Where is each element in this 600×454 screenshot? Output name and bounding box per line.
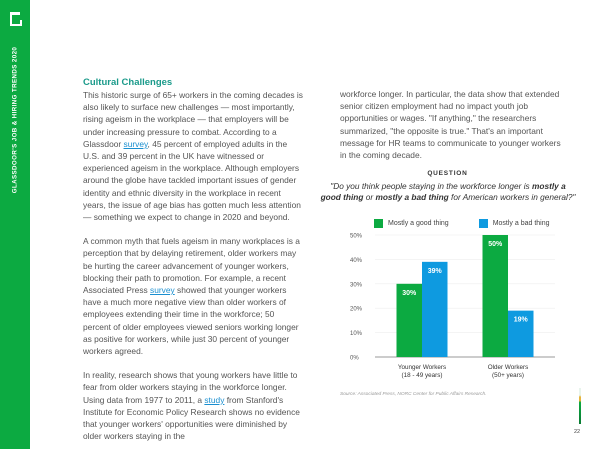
paragraph-2: A common myth that fuels ageism in many … xyxy=(83,235,303,357)
data-label: 30% xyxy=(402,290,417,297)
bar xyxy=(482,235,508,357)
sidebar-title: GLASSDOOR'S JOB & HIRING TRENDS 2020 xyxy=(11,46,19,194)
legend-label: Mostly a good thing xyxy=(388,220,449,227)
question-label: QUESTION xyxy=(427,170,468,177)
text: In reality, research shows that young wo… xyxy=(83,370,298,405)
legend-item-bad: Mostly a bad thing xyxy=(478,219,550,228)
x-category-label: (18 - 49 years) xyxy=(402,372,443,379)
decorative-gradient-bar xyxy=(579,388,581,424)
ap-survey-link[interactable]: survey xyxy=(150,285,175,296)
y-tick-label: 20% xyxy=(350,307,363,313)
sidebar: GLASSDOOR'S JOB & HIRING TRENDS 2020 xyxy=(0,0,30,449)
left-column: Cultural Challenges This historic surge … xyxy=(83,76,303,454)
page-number: 22 xyxy=(574,429,581,435)
paragraph-1: This historic surge of 65+ workers in th… xyxy=(83,89,303,223)
y-tick-label: 30% xyxy=(350,282,363,288)
bar xyxy=(422,261,448,357)
study-link[interactable]: study xyxy=(204,394,225,405)
legend-swatch xyxy=(478,219,488,228)
right-column: workforce longer. In particular, the dat… xyxy=(340,88,565,173)
legend-item-good: Mostly a good thing xyxy=(374,219,449,228)
paragraph-4: workforce longer. In particular, the dat… xyxy=(340,89,561,161)
text: from Stanford's Institute for Economic P… xyxy=(83,394,300,442)
bar xyxy=(396,283,422,357)
x-category-label: Older Workers xyxy=(488,364,528,371)
chart-legend: Mostly a good thing Mostly a bad thing xyxy=(374,219,550,228)
text: "Do you think people staying in the work… xyxy=(330,181,533,191)
source-note: Source: Associated Press, NORC Center fo… xyxy=(340,392,487,397)
data-label: 50% xyxy=(488,241,503,248)
x-category-label: Younger Workers xyxy=(398,364,446,371)
survey-link[interactable]: survey xyxy=(123,138,148,149)
text: mostly a good thing xyxy=(320,181,566,202)
text: This historic surge of 65+ workers in th… xyxy=(83,90,303,149)
question-text: "Do you think people staying in the work… xyxy=(320,181,576,203)
glassdoor-logo-icon xyxy=(10,12,22,26)
section-heading: Cultural Challenges xyxy=(83,77,173,88)
text: , 45 percent of employed adults in the U… xyxy=(83,138,301,223)
bar xyxy=(508,310,534,357)
text: or xyxy=(363,192,376,202)
data-label: 39% xyxy=(428,268,443,275)
text: showed that younger workers have a much … xyxy=(83,285,299,357)
text: mostly a bad thing xyxy=(375,192,449,202)
y-tick-label: 50% xyxy=(350,234,363,240)
legend-label: Mostly a bad thing xyxy=(492,220,550,227)
text: for American workers in general?" xyxy=(448,192,576,202)
data-label: 19% xyxy=(514,317,529,324)
y-tick-label: 10% xyxy=(350,331,363,337)
text: A common myth that fuels ageism in many … xyxy=(83,236,300,296)
y-tick-label: 0% xyxy=(350,356,359,362)
x-category-label: (50+ years) xyxy=(492,372,524,379)
paragraph-3: In reality, research shows that young wo… xyxy=(83,369,303,442)
bar-chart: 0% 10% 20% 30% 40% 50% 30% 39% Younger Workers(1… xyxy=(350,234,555,379)
legend-swatch xyxy=(374,219,383,228)
y-tick-label: 40% xyxy=(350,258,363,264)
